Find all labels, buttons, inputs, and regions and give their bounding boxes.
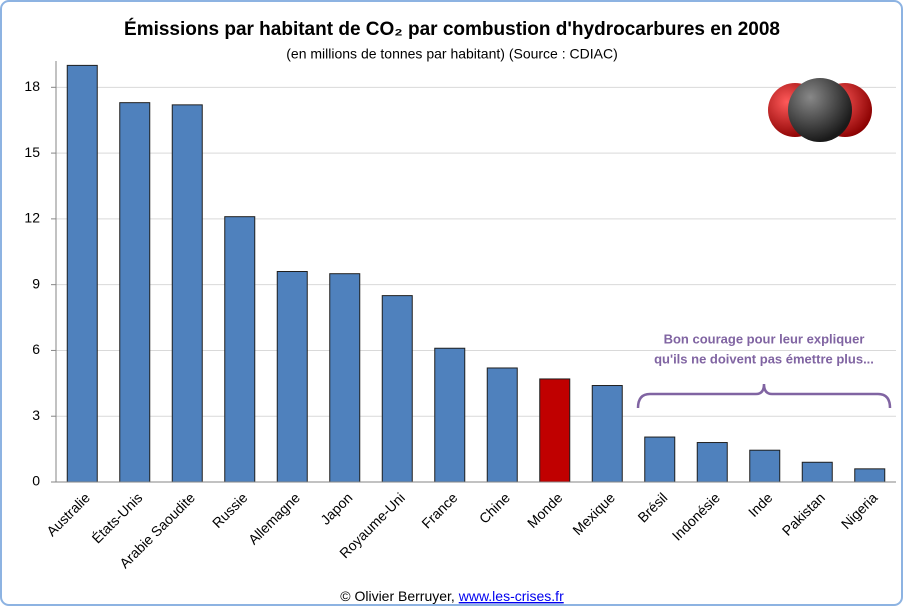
bar bbox=[486, 367, 518, 483]
annotation: Bon courage pour leur expliquer bbox=[664, 331, 865, 346]
annotation-brace bbox=[636, 383, 892, 409]
bar bbox=[696, 442, 728, 483]
bar bbox=[591, 385, 623, 483]
bar bbox=[66, 64, 98, 483]
bar bbox=[801, 461, 833, 483]
bar bbox=[381, 295, 413, 483]
bar bbox=[329, 273, 361, 483]
chart-title: Émissions par habitant de CO₂ par combus… bbox=[124, 18, 780, 40]
bar bbox=[854, 468, 886, 483]
y-tick-label: 9 bbox=[32, 275, 40, 291]
footer-link[interactable]: www.les-crises.fr bbox=[458, 588, 564, 604]
bar bbox=[224, 216, 256, 483]
y-tick-label: 3 bbox=[32, 407, 40, 423]
bar bbox=[644, 436, 676, 483]
bar bbox=[749, 449, 781, 483]
bar bbox=[171, 104, 203, 483]
y-tick-label: 15 bbox=[24, 144, 40, 160]
bar bbox=[119, 102, 151, 483]
bar bbox=[539, 378, 571, 483]
y-tick-label: 0 bbox=[32, 473, 40, 489]
y-tick-label: 6 bbox=[32, 341, 40, 357]
footer-text: © Olivier Berruyer, bbox=[340, 588, 455, 604]
chart-subtitle: (en millions de tonnes par habitant) (So… bbox=[286, 46, 617, 62]
bar bbox=[434, 347, 466, 483]
y-tick-label: 18 bbox=[24, 78, 40, 94]
footer: © Olivier Berruyer, www.les-crises.fr bbox=[340, 588, 564, 604]
bar bbox=[276, 271, 308, 483]
annotation: qu'ils ne doivent pas émettre plus... bbox=[654, 351, 874, 366]
y-tick-label: 12 bbox=[24, 210, 40, 226]
co2-icon bbox=[768, 78, 872, 142]
